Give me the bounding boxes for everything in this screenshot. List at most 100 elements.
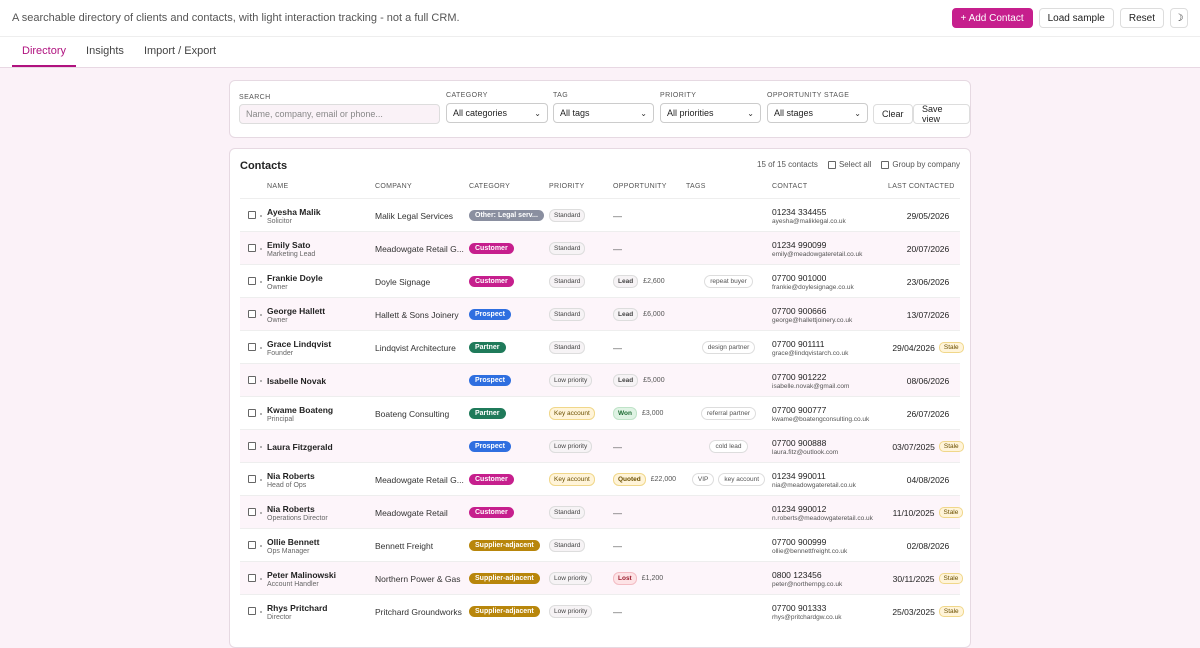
stage-select[interactable]: All stages ⌄ [767,103,868,123]
contact-name[interactable]: Ayesha Malik [267,206,321,217]
contact-name[interactable]: Kwame Boateng [267,404,334,415]
table-row[interactable]: Emily Sato Marketing Lead Meadowgate Retai… [240,231,960,264]
category-cell: Customer [469,496,549,529]
phone-number[interactable]: 01234 990099 [772,239,827,250]
row-checkbox[interactable] [248,442,256,450]
phone-number[interactable]: 01234 990011 [772,470,826,481]
row-checkbox[interactable] [248,376,256,384]
email-address[interactable]: laura.fitz@outlook.com [772,448,839,456]
tag-chip[interactable]: design partner [701,341,756,354]
col-company[interactable]: COMPANY [375,183,412,190]
search-input[interactable]: Name, company, email or phone... [239,104,440,124]
tag-chip[interactable]: key account [718,473,766,486]
email-address[interactable]: nia@meadowgateretail.co.uk [772,481,856,489]
reset-button[interactable]: Reset [1119,8,1164,28]
contact-name[interactable]: George Hallett [267,305,326,316]
phone-number[interactable]: 07700 900777 [772,404,827,415]
row-checkbox[interactable] [248,508,256,516]
priority-badge: Low priority [549,572,593,585]
phone-number[interactable]: 01234 990012 [772,503,827,514]
email-address[interactable]: grace@lindqvistarch.co.uk [772,349,849,357]
row-checkbox[interactable] [248,541,256,549]
table-row[interactable]: Laura Fitzgerald Prospect Low priority — col… [240,429,964,462]
phone-number[interactable]: 07700 901000 [772,272,827,283]
row-checkbox[interactable] [248,574,256,582]
email-address[interactable]: george@hallettjoinery.co.uk [772,316,853,324]
email-address[interactable]: peter@northernpg.co.uk [772,580,843,588]
clear-filters-button[interactable]: Clear [873,104,913,124]
contact-name[interactable]: Emily Sato [267,239,311,250]
tab-insights[interactable]: Insights [86,45,124,57]
row-checkbox[interactable] [248,475,256,483]
email-address[interactable]: emily@meadowgateretail.co.uk [772,250,863,258]
table-row[interactable]: George Hallett Owner Hallett & Sons Joiner… [240,297,960,330]
table-row[interactable]: Peter Malinowski Account Handler Northern … [240,561,964,594]
col-category[interactable]: CATEGORY [469,183,511,190]
table-row[interactable]: Grace Lindqvist Founder Lindqvist Architec… [240,330,964,364]
theme-toggle-icon[interactable]: ☽ [1170,8,1188,28]
save-view-button[interactable]: Save view [913,104,970,124]
phone-number[interactable]: 07700 900999 [772,536,827,547]
table-row[interactable]: Isabelle Novak Prospect Low priority Lead £5… [240,363,960,396]
load-sample-button[interactable]: Load sample [1038,8,1114,28]
phone-number[interactable]: 07700 901111 [772,338,825,349]
contact-name[interactable]: Laura Fitzgerald [267,441,333,452]
table-row[interactable]: Rhys Pritchard Director Pritchard Groundwo… [240,594,964,627]
email-address[interactable]: kwame@boatengconsulting.co.uk [772,415,870,423]
email-address[interactable]: ayesha@maliklegal.co.uk [772,217,846,225]
row-checkbox[interactable] [248,607,256,615]
row-checkbox[interactable] [248,343,256,351]
phone-number[interactable]: 0800 123456 [772,569,822,580]
table-row[interactable]: Kwame Boateng Principal Boateng Consulting… [240,396,960,429]
group-by-company-checkbox[interactable]: Group by company [881,160,960,169]
priority-select[interactable]: All priorities ⌄ [660,103,761,123]
table-row[interactable]: Ayesha Malik Solicitor Malik Legal Service… [240,198,960,231]
table-row[interactable]: Ollie Bennett Ops Manager Bennett Freight S… [240,528,960,561]
email-address[interactable]: frankie@doylesignage.co.uk [772,283,854,291]
col-tags[interactable]: TAGS [686,183,706,190]
col-contact[interactable]: CONTACT [772,183,808,190]
tag-select[interactable]: All tags ⌄ [553,103,654,123]
email-address[interactable]: isabelle.novak@gmail.com [772,382,850,390]
contact-name[interactable]: Rhys Pritchard [267,602,328,613]
tab-import-export[interactable]: Import / Export [143,45,217,57]
table-row[interactable]: Frankie Doyle Owner Doyle Signage Customer S… [240,264,960,297]
add-contact-button[interactable]: + Add Contact [951,8,1033,28]
contact-name[interactable]: Isabelle Novak [267,375,327,386]
col-priority[interactable]: PRIORITY [549,183,585,190]
row-checkbox[interactable] [248,277,256,285]
row-checkbox[interactable] [248,409,256,417]
tag-chip[interactable]: repeat buyer [704,275,753,288]
col-last-contacted[interactable]: LAST CONTACTED [888,183,955,190]
tag-chip[interactable]: VIP [691,473,715,486]
tag-chip[interactable]: referral partner [701,407,756,420]
phone-number[interactable]: 07700 900888 [772,437,827,448]
contact-name[interactable]: Nia Roberts [267,470,315,481]
email-address[interactable]: n.roberts@meadowgateretail.co.uk [772,514,873,522]
col-opportunity[interactable]: OPPORTUNITY [613,183,667,190]
contact-name[interactable]: Frankie Doyle [267,272,323,283]
tab-directory[interactable]: Directory [12,37,77,67]
row-checkbox[interactable] [248,244,256,252]
category-select[interactable]: All categories ⌄ [446,103,548,123]
phone-number[interactable]: 01234 334455 [772,206,827,217]
col-name[interactable]: NAME [267,183,289,190]
phone-number[interactable]: 07700 901333 [772,602,827,613]
email-address[interactable]: ollie@bennettfreight.co.uk [772,547,848,555]
contact-name[interactable]: Nia Roberts [267,503,315,514]
contact-name[interactable]: Ollie Bennett [267,536,320,547]
table-row[interactable]: Nia Roberts Operations Director Meadowgate… [240,495,964,529]
table-row[interactable]: Nia Roberts Head of Ops Meadowgate Retail … [240,462,960,495]
contact-name[interactable]: Grace Lindqvist [267,338,332,349]
row-checkbox[interactable] [248,211,256,219]
phone-number[interactable]: 07700 901222 [772,371,827,382]
tags-cell: design partner [686,331,771,364]
select-all-checkbox[interactable]: Select all [827,160,871,169]
phone-number[interactable]: 07700 900666 [772,305,827,316]
contact-name[interactable]: Peter Malinowski [267,569,336,580]
stale-badge: Stale [938,441,964,452]
row-checkbox[interactable] [248,310,256,318]
priority-badge: Low priority [549,440,593,453]
email-address[interactable]: rhys@pritchardgw.co.uk [772,613,842,621]
tag-chip[interactable]: cold lead [709,440,748,453]
